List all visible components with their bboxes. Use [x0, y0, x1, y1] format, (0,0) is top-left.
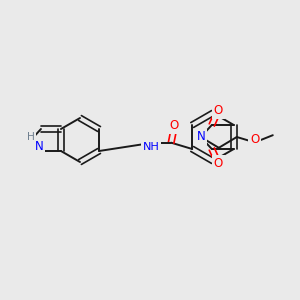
Text: O: O — [250, 133, 260, 146]
Text: H: H — [27, 132, 35, 142]
Text: N: N — [196, 130, 205, 143]
Text: N: N — [34, 140, 43, 154]
Text: NH: NH — [143, 142, 160, 152]
Text: O: O — [214, 104, 223, 117]
Text: O: O — [214, 157, 223, 170]
Text: O: O — [169, 119, 179, 133]
